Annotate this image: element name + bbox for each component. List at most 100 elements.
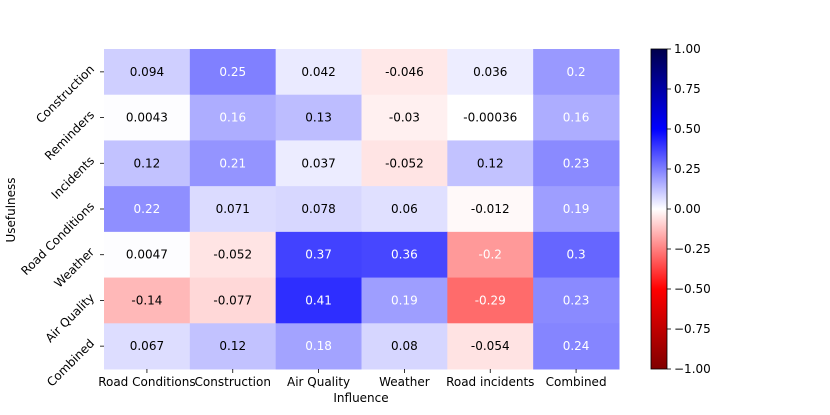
y-axis-label: Usefulness bbox=[4, 177, 18, 242]
x-axis-label: Influence bbox=[333, 391, 388, 405]
heatmap-cell-construction-weather bbox=[361, 49, 448, 96]
cell-value-label: -0.052 bbox=[213, 248, 252, 262]
heatmap-cell-construction-combined bbox=[533, 49, 620, 96]
cell-value-label: 0.0047 bbox=[126, 248, 168, 262]
colorbar-tick-label: 0.25 bbox=[674, 162, 701, 176]
heatmap-cell-incidents-air-quality bbox=[275, 140, 362, 187]
heatmap-cell-incidents-combined bbox=[533, 140, 620, 187]
colorbar-tick-label: −0.75 bbox=[674, 322, 711, 336]
heatmap-cell-road-conditions-construction bbox=[189, 186, 277, 233]
colorbar-tick-label: 0.00 bbox=[674, 202, 701, 216]
heatmap-cell-incidents-construction bbox=[189, 140, 277, 187]
cell-value-label: 0.078 bbox=[301, 202, 335, 216]
cell-value-label: 0.19 bbox=[563, 202, 590, 216]
heatmap-cell-combined-combined bbox=[533, 323, 620, 370]
cell-value-label: -0.012 bbox=[471, 202, 510, 216]
x-tick-label-air-quality: Air Quality bbox=[287, 375, 350, 389]
x-tick-label-combined: Combined bbox=[546, 375, 607, 389]
cell-value-label: 0.22 bbox=[134, 202, 161, 216]
cell-value-label: 0.12 bbox=[134, 156, 161, 170]
cell-value-label: -0.14 bbox=[131, 293, 162, 307]
cell-value-label: 0.23 bbox=[563, 293, 590, 307]
heatmap-cell-air-quality-air-quality bbox=[275, 277, 362, 324]
cell-value-label: 0.19 bbox=[391, 293, 418, 307]
cell-value-label: -0.29 bbox=[475, 293, 506, 307]
heatmap-cell-incidents-weather bbox=[361, 140, 448, 187]
colorbar-tick-label: 0.75 bbox=[674, 82, 701, 96]
heatmap-cell-reminders-road-incidents bbox=[447, 94, 534, 141]
colorbar-ticks: 1.00 0.75 0.50 0.25 0.00 −0.25 −0.50 −0.75 −1.00 bbox=[667, 42, 711, 376]
cell-value-label: 0.067 bbox=[130, 339, 164, 353]
cell-value-label: 0.16 bbox=[563, 111, 590, 125]
cell-value-label: 0.071 bbox=[216, 202, 250, 216]
cell-value-label: -0.03 bbox=[389, 111, 420, 125]
heatmap-cell-incidents-road-conditions bbox=[104, 140, 191, 187]
cell-value-label: 0.37 bbox=[305, 248, 332, 262]
colorbar-gradient bbox=[650, 48, 668, 370]
y-tick-label-incidents: Incidents bbox=[49, 154, 98, 203]
cell-value-label: 0.094 bbox=[130, 65, 164, 79]
heatmap-cell-reminders-combined bbox=[533, 94, 620, 141]
y-tick-label-weather: Weather bbox=[51, 245, 97, 291]
cell-value-label: 0.12 bbox=[219, 339, 246, 353]
cell-value-label: 0.18 bbox=[305, 339, 332, 353]
heatmap-cell-road-conditions-air-quality bbox=[275, 186, 362, 233]
colorbar-tick-label: −0.50 bbox=[674, 282, 711, 296]
heatmap-cell-reminders-road-conditions bbox=[104, 94, 191, 141]
cell-value-label: 0.06 bbox=[391, 202, 418, 216]
heatmap-cell-incidents-road-incidents bbox=[447, 140, 534, 187]
heatmap-cell-road-conditions-weather bbox=[361, 186, 448, 233]
cell-value-label: -0.052 bbox=[385, 156, 424, 170]
heatmap-cell-reminders-air-quality bbox=[275, 94, 362, 141]
heatmap-cell-road-conditions-road-conditions bbox=[104, 186, 191, 233]
heatmap-cell-reminders-weather bbox=[361, 94, 448, 141]
heatmap-cell-weather-construction bbox=[189, 231, 277, 279]
heatmap-cell-air-quality-road-incidents bbox=[447, 277, 534, 324]
colorbar: 1.00 0.75 0.50 0.25 0.00 −0.25 −0.50 −0.75 −1.00 bbox=[650, 42, 711, 376]
colorbar-tick-label: −1.00 bbox=[674, 362, 711, 376]
heatmap-cell-combined-air-quality bbox=[275, 323, 362, 370]
heatmap-cell-air-quality-weather bbox=[361, 277, 448, 324]
cell-value-label: 0.042 bbox=[301, 65, 335, 79]
cell-value-label: 0.36 bbox=[391, 248, 418, 262]
x-tick-label-road-incidents: Road incidents bbox=[446, 375, 534, 389]
cell-value-label: 0.24 bbox=[563, 339, 590, 353]
heatmap-cells bbox=[104, 49, 620, 370]
heatmap-cell-construction-construction bbox=[189, 49, 277, 96]
heatmap-cell-combined-weather bbox=[361, 323, 448, 370]
colorbar-tick-label: 0.50 bbox=[674, 122, 701, 136]
cell-value-label: 0.12 bbox=[477, 156, 504, 170]
heatmap-cell-construction-air-quality bbox=[275, 49, 362, 96]
heatmap-cell-road-conditions-combined bbox=[533, 186, 620, 233]
heatmap-cell-weather-combined bbox=[533, 231, 620, 279]
cell-value-label: -0.054 bbox=[471, 339, 510, 353]
x-tick-label-construction: Construction bbox=[195, 375, 271, 389]
colorbar-tick-label: −0.25 bbox=[674, 242, 711, 256]
heatmap-cell-weather-air-quality bbox=[275, 231, 362, 279]
heatmap-cell-air-quality-road-conditions bbox=[104, 277, 191, 324]
x-tick-label-weather: Weather bbox=[379, 375, 430, 389]
cell-value-label: 0.3 bbox=[567, 248, 586, 262]
heatmap-cell-labels: 0.094 0.25 0.042 -0.046 0.036 0.2 0.0043 0.16 0.… bbox=[126, 65, 590, 353]
cell-value-label: 0.23 bbox=[563, 156, 590, 170]
cell-value-label: -0.2 bbox=[479, 248, 502, 262]
heatmap-cell-reminders-construction bbox=[189, 94, 277, 141]
heatmap-cell-weather-road-incidents bbox=[447, 231, 534, 279]
heatmap-cell-construction-road-conditions bbox=[104, 49, 191, 96]
cell-value-label: 0.13 bbox=[305, 111, 332, 125]
heatmap-cell-air-quality-combined bbox=[533, 277, 620, 324]
cell-value-label: -0.00036 bbox=[463, 111, 517, 125]
heatmap-cell-combined-construction bbox=[189, 323, 277, 370]
colorbar-tick-label: 1.00 bbox=[674, 42, 701, 56]
heatmap-cell-air-quality-construction bbox=[189, 277, 277, 324]
cell-value-label: 0.0043 bbox=[126, 111, 168, 125]
cell-value-label: -0.046 bbox=[385, 65, 424, 79]
heatmap-cell-road-conditions-road-incidents bbox=[447, 186, 534, 233]
cell-value-label: -0.077 bbox=[213, 293, 252, 307]
cell-value-label: 0.41 bbox=[305, 293, 332, 307]
cell-value-label: 0.036 bbox=[473, 65, 507, 79]
cell-value-label: 0.16 bbox=[219, 111, 246, 125]
heatmap-cell-weather-road-conditions bbox=[104, 231, 191, 279]
